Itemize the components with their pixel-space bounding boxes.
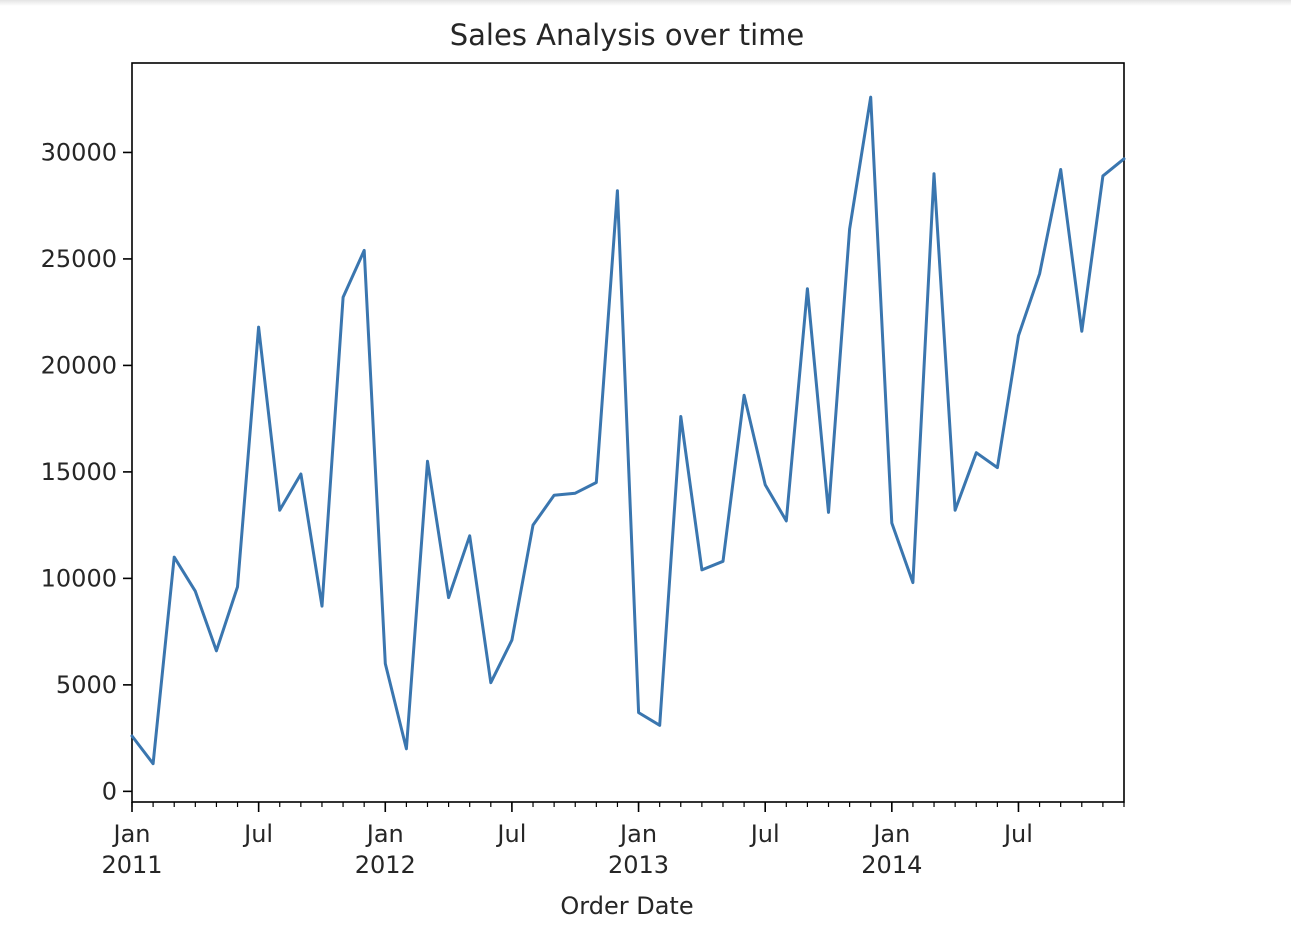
y-tick-label: 15000 [41, 458, 117, 486]
x-axis-label: Order Date [560, 892, 693, 920]
plot-frame [131, 62, 1125, 803]
x-tick-label: Jul [495, 820, 526, 848]
x-axis: Jan 2011 Jul Jan 2012 Jul Jan 2013 Jul Jan 2014 Jul [101, 802, 1125, 879]
chart-title: Sales Analysis over time [450, 18, 805, 52]
x-tick-year-label: 2013 [608, 851, 669, 879]
x-tick-year-label: 2011 [101, 851, 162, 879]
window-top-strip [0, 0, 1291, 6]
x-tick-label: Jul [749, 820, 780, 848]
y-tick-label: 20000 [41, 351, 117, 379]
x-tick-label: Jan [112, 820, 151, 848]
x-tick-label: Jan [618, 820, 657, 848]
y-tick-label: 10000 [41, 564, 117, 592]
y-tick-label: 25000 [41, 245, 117, 273]
y-tick-label: 0 [102, 777, 117, 805]
y-axis: 0 5000 10000 15000 20000 25000 30000 [41, 138, 132, 805]
x-tick-year-label: 2014 [861, 851, 922, 879]
x-tick-label: Jan [365, 820, 404, 848]
x-tick-label: Jul [242, 820, 273, 848]
series-line [130, 95, 1126, 766]
y-tick-label: 30000 [41, 138, 117, 166]
y-tick-label: 5000 [56, 671, 117, 699]
x-tick-year-label: 2012 [355, 851, 416, 879]
x-tick-label: Jul [1002, 820, 1033, 848]
x-tick-label: Jan [871, 820, 910, 848]
